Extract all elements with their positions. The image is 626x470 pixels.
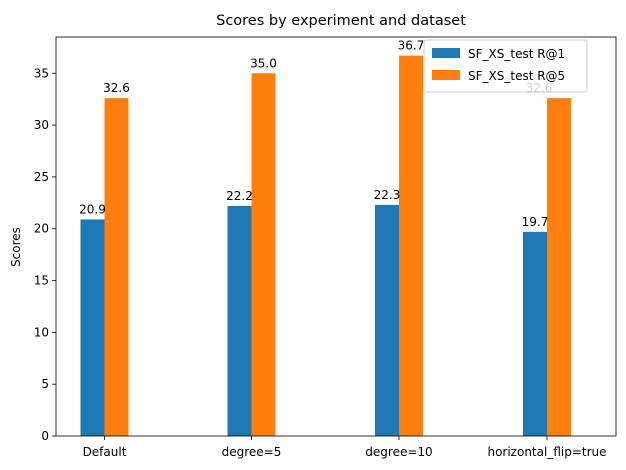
y-tick-label: 0 bbox=[41, 429, 49, 443]
y-tick-label: 25 bbox=[34, 170, 49, 184]
bar-value-label: 19.7 bbox=[522, 215, 549, 229]
bar-r5 bbox=[547, 98, 571, 437]
y-axis-ticks: 0 5 10 15 20 25 30 35 bbox=[34, 66, 56, 443]
y-tick-label: 30 bbox=[34, 118, 49, 132]
bar-r5 bbox=[104, 98, 129, 437]
bar-value-label: 22.3 bbox=[374, 188, 401, 202]
y-tick-label: 5 bbox=[41, 377, 49, 391]
bar-r1 bbox=[523, 231, 547, 436]
bar-r1 bbox=[375, 204, 399, 436]
bar-r1 bbox=[80, 219, 105, 436]
y-tick-label: 15 bbox=[34, 274, 49, 288]
bar-r5 bbox=[251, 73, 276, 436]
bar-r5 bbox=[399, 55, 423, 437]
plot-area-frame bbox=[55, 36, 617, 437]
legend-swatch bbox=[432, 70, 460, 80]
x-tick-label: degree=5 bbox=[222, 445, 282, 459]
bar-value-label: 36.7 bbox=[398, 39, 425, 53]
legend-label: SF_XS_test R@5 bbox=[468, 69, 565, 83]
bar-value-label: 22.2 bbox=[226, 189, 253, 203]
x-tick-label: degree=10 bbox=[365, 445, 432, 459]
legend-box bbox=[423, 39, 588, 93]
bar-r1 bbox=[227, 205, 252, 436]
y-tick-label: 10 bbox=[34, 325, 49, 339]
bar-value-label: 35.0 bbox=[250, 56, 277, 70]
y-tick-label: 20 bbox=[34, 222, 49, 236]
legend-swatch bbox=[432, 48, 460, 58]
x-tick-label: horizontal_flip=true bbox=[487, 445, 606, 459]
bar-value-label: 20.9 bbox=[79, 202, 106, 216]
legend-label: SF_XS_test R@1 bbox=[468, 47, 565, 61]
chart-title: Scores by experiment and dataset bbox=[216, 13, 466, 29]
legend: SF_XS_test R@1 SF_XS_test R@5 bbox=[423, 39, 588, 93]
bars-layer bbox=[80, 55, 571, 437]
x-axis-ticks: Default degree=5 degree=10 horizontal_flip=… bbox=[83, 436, 607, 459]
bar-value-label: 32.6 bbox=[103, 81, 130, 95]
x-tick-label: Default bbox=[83, 445, 127, 459]
y-axis-label: Scores bbox=[9, 227, 23, 267]
y-tick-label: 35 bbox=[34, 66, 49, 80]
